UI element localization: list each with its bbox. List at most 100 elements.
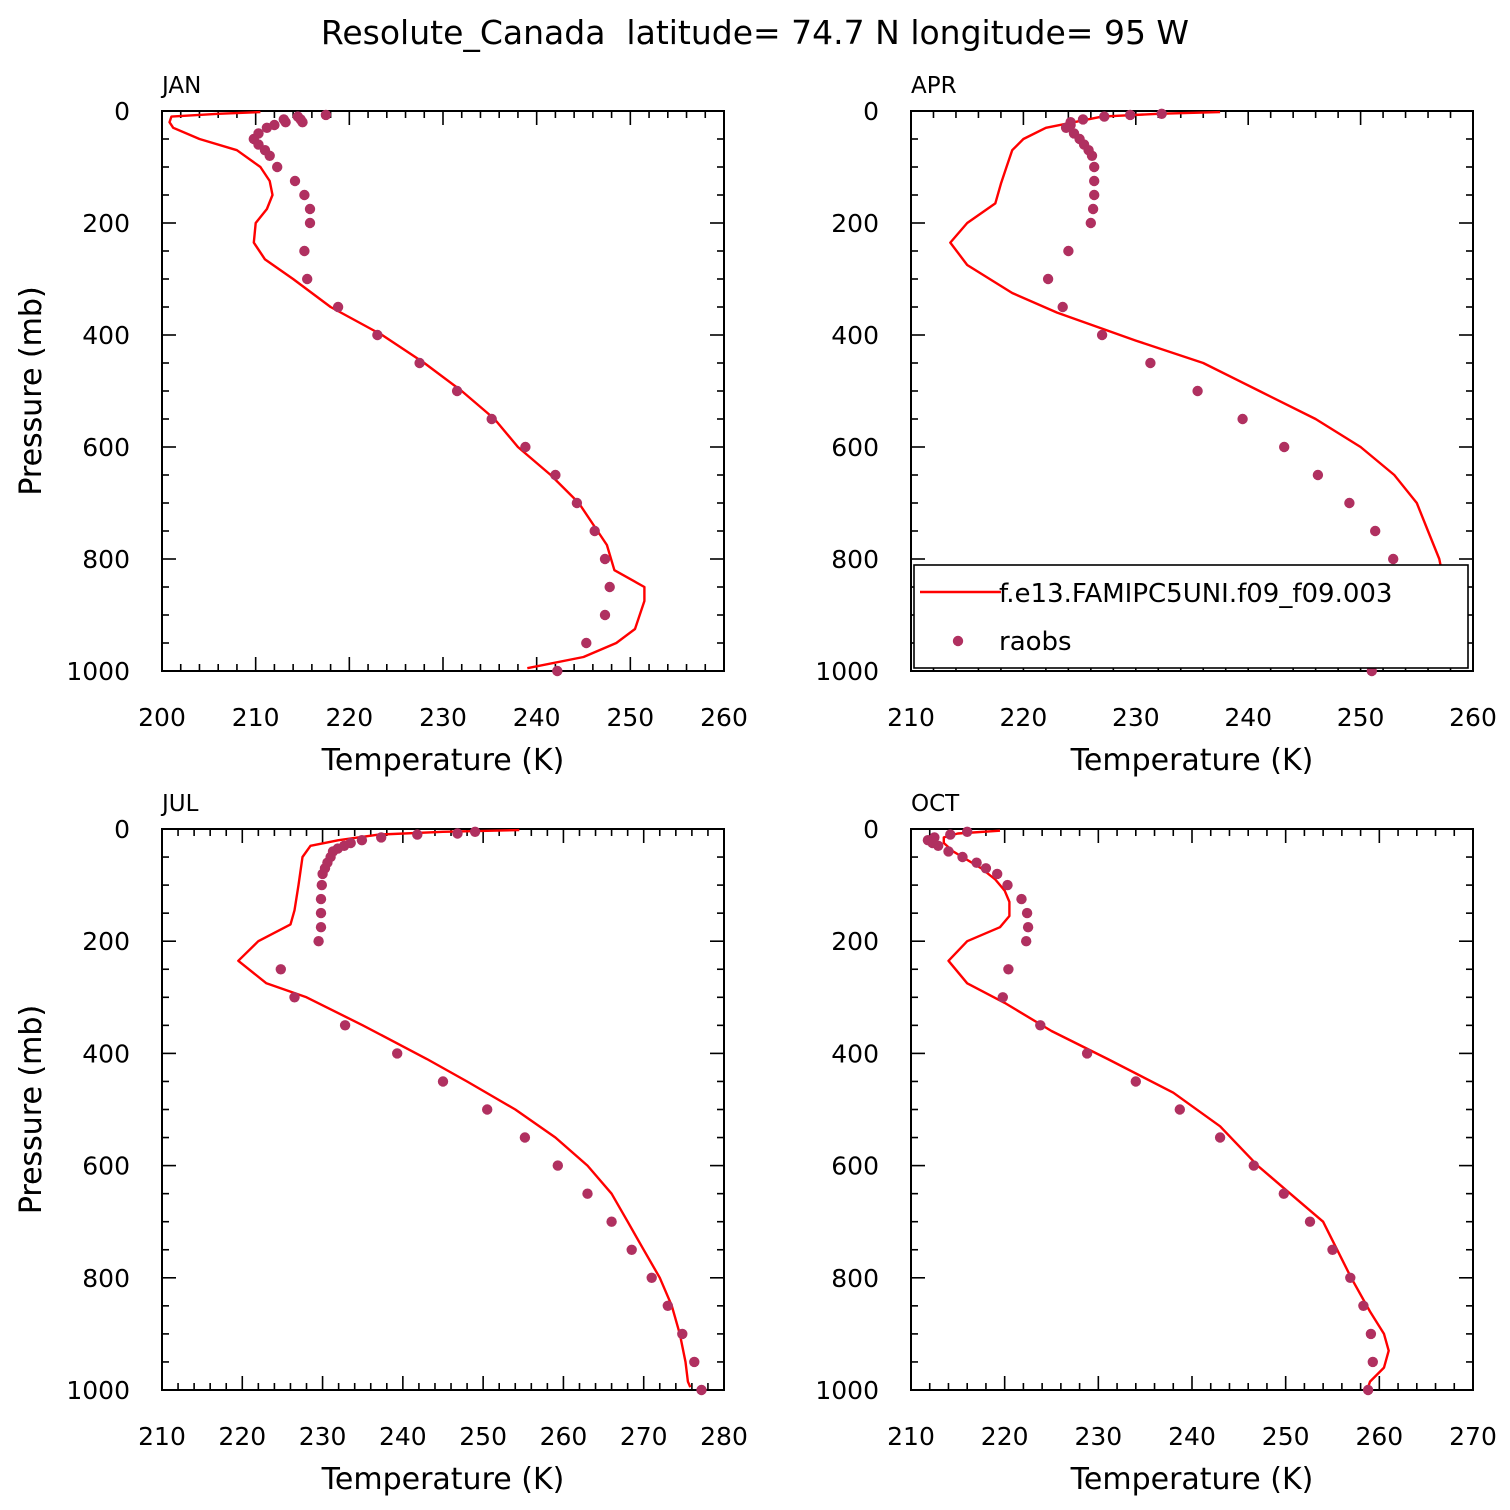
raobs-point xyxy=(280,117,291,128)
raobs-point xyxy=(264,150,275,161)
x-tick-label: 230 xyxy=(1112,703,1160,732)
raobs-point xyxy=(469,826,481,837)
raobs-point xyxy=(626,1244,637,1256)
raobs-point xyxy=(646,1272,657,1284)
x-tick-label: 240 xyxy=(379,1422,427,1451)
y-tick-label: 800 xyxy=(82,1264,130,1293)
legend-obs-swatch xyxy=(952,635,964,647)
raobs-point xyxy=(320,109,332,121)
raobs-point xyxy=(289,175,301,187)
y-tick-label: 600 xyxy=(831,433,879,462)
raobs-point xyxy=(1087,203,1099,215)
raobs-point xyxy=(696,1384,707,1396)
raobs-point xyxy=(1060,122,1072,133)
raobs-point xyxy=(304,217,316,229)
raobs-point xyxy=(315,922,327,933)
x-tick-label: 240 xyxy=(513,703,561,732)
raobs-point xyxy=(1156,108,1167,120)
x-axis-label: Temperature (K) xyxy=(1070,743,1314,778)
y-tick-label: 200 xyxy=(82,209,130,238)
raobs-point xyxy=(1085,217,1097,229)
raobs-point xyxy=(589,525,600,537)
x-tick-label: 280 xyxy=(700,1422,748,1451)
raobs-point xyxy=(599,609,611,621)
x-tick-label: 260 xyxy=(1449,703,1497,732)
raobs-point xyxy=(1304,1216,1316,1227)
raobs-point xyxy=(933,840,944,851)
raobs-point xyxy=(392,1048,403,1059)
legend-model-label: f.e13.FAMIPC5UNI.f09_f09.003 xyxy=(999,579,1392,609)
y-tick-label: 600 xyxy=(831,1152,879,1181)
raobs-point xyxy=(332,301,344,313)
raobs-point xyxy=(376,832,387,843)
raobs-point xyxy=(1016,893,1027,905)
raobs-point xyxy=(261,122,273,133)
x-tick-label: 220 xyxy=(1000,703,1048,732)
raobs-point xyxy=(1312,469,1324,481)
x-tick-label: 220 xyxy=(325,703,373,732)
raobs-point xyxy=(550,469,561,481)
raobs-point xyxy=(1042,273,1054,285)
raobs-point xyxy=(1089,161,1100,173)
raobs-point xyxy=(1020,936,1032,947)
raobs-point xyxy=(1388,553,1399,565)
raobs-point xyxy=(315,907,327,919)
raobs-point xyxy=(519,1132,531,1143)
panel-oct: OCT 210 220 230 240 250 260 270 0 200 400 600 800 100… xyxy=(14,791,1497,1497)
raobs-point xyxy=(289,992,300,1003)
x-tick-label: 250 xyxy=(1262,1422,1310,1451)
raobs-point xyxy=(299,245,310,257)
raobs-point xyxy=(581,637,592,649)
raobs-point xyxy=(437,1076,449,1087)
y-axis-label: Pressure (mb) xyxy=(14,286,49,495)
x-tick-label: 250 xyxy=(606,703,654,732)
legend-box xyxy=(913,564,1469,669)
raobs-point xyxy=(1077,114,1089,125)
x-tick-label: 210 xyxy=(887,1422,935,1451)
x-tick-label: 260 xyxy=(1355,1422,1403,1451)
x-tick-label: 220 xyxy=(218,1422,266,1451)
model-series-line xyxy=(168,110,646,670)
plot-frame xyxy=(161,828,725,1391)
raobs-point xyxy=(606,1216,617,1227)
raobs-point xyxy=(1365,1328,1377,1340)
raobs-point xyxy=(1344,497,1355,509)
raobs-point xyxy=(582,1188,593,1199)
raobs-point xyxy=(272,161,283,173)
raobs-point xyxy=(1096,329,1108,341)
raobs-point xyxy=(1003,964,1014,975)
raobs-point xyxy=(304,203,316,215)
raobs-point xyxy=(1145,357,1156,369)
raobs-point xyxy=(957,851,968,863)
panels: JAN 200 210 220 230 240 250 260 0 200 400 600 800 100… xyxy=(14,73,1497,1497)
y-tick-label: 400 xyxy=(831,321,879,350)
raobs-point xyxy=(971,857,982,868)
raobs-point xyxy=(1125,109,1136,121)
raobs-point xyxy=(412,829,423,840)
raobs-point xyxy=(1022,922,1034,933)
raobs-point xyxy=(599,553,611,565)
raobs-point xyxy=(520,441,531,453)
raobs-point xyxy=(1192,385,1203,397)
y-tick-label: 1000 xyxy=(815,657,879,686)
raobs-point xyxy=(316,879,327,891)
panel-apr: APR 210 220 230 240 250 260 0 200 400 600 800 1000 Te… xyxy=(14,73,1497,778)
x-tick-label: 250 xyxy=(459,1422,507,1451)
raobs-point xyxy=(945,829,956,840)
raobs-point xyxy=(1237,413,1248,425)
raobs-point xyxy=(552,1160,563,1171)
plot-frame xyxy=(910,828,1474,1391)
raobs-point xyxy=(1248,1160,1260,1171)
raobs-point xyxy=(339,1020,351,1031)
raobs-point xyxy=(1086,150,1098,161)
raobs-point xyxy=(992,868,1003,880)
y-axis-label: Pressure (mb) xyxy=(14,286,49,495)
x-tick-label: 230 xyxy=(419,703,467,732)
raobs-point xyxy=(356,835,368,846)
y-tick-label: 0 xyxy=(114,97,130,126)
raobs-point xyxy=(1279,441,1290,453)
raobs-point xyxy=(1327,1244,1338,1256)
raobs-point xyxy=(1063,245,1074,257)
panel-jan: JAN 200 210 220 230 240 250 260 0 200 400 600 800 100… xyxy=(14,73,748,778)
